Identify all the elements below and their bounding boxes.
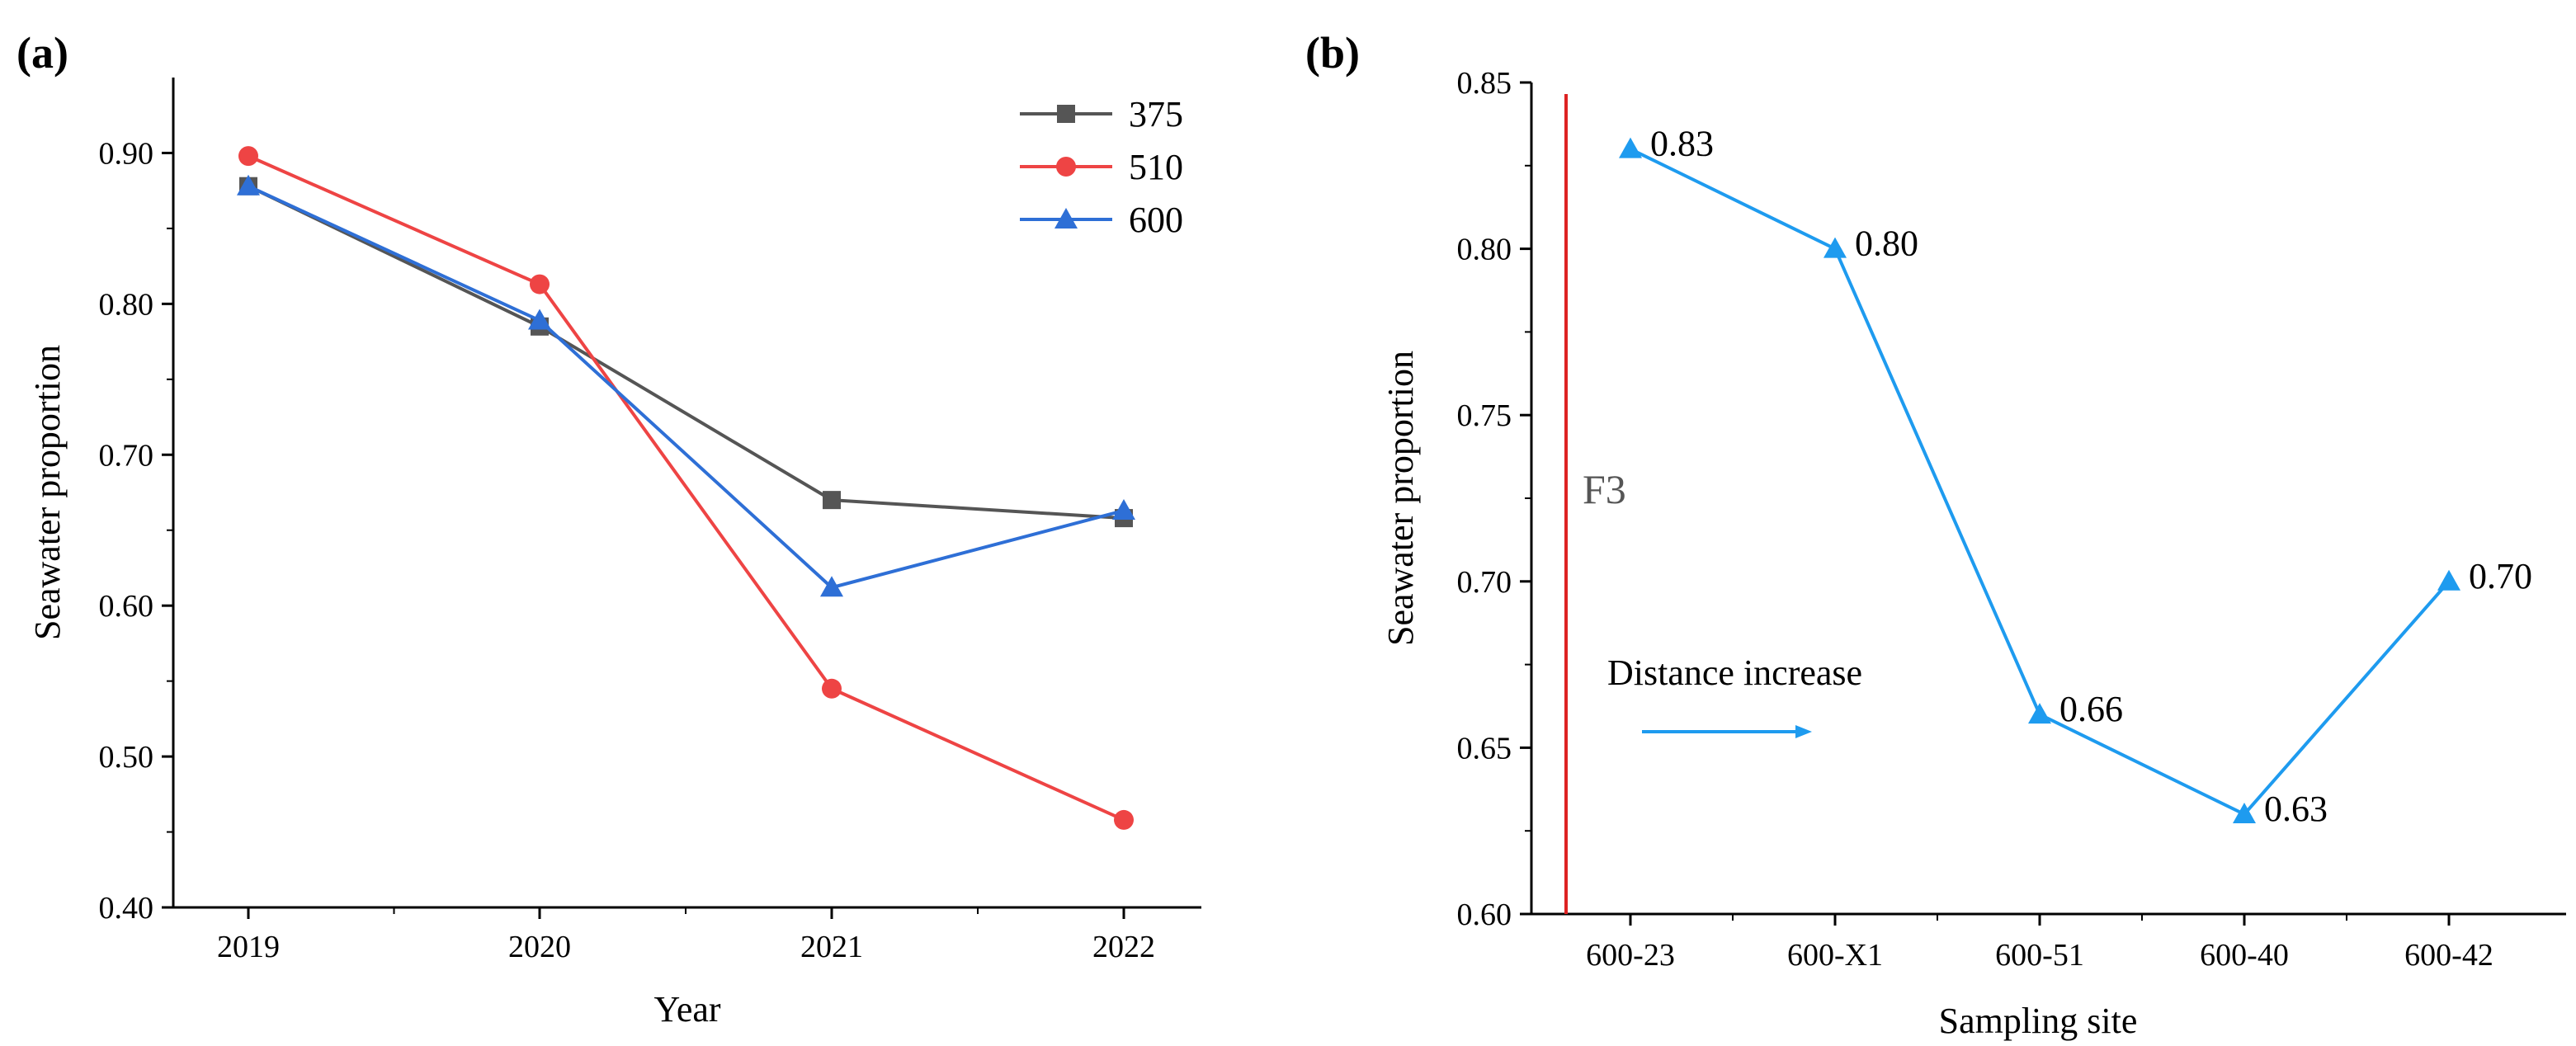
panel-a-y-tick-label: 0.70 (99, 438, 154, 473)
fault-label: F3 (1583, 466, 1626, 512)
panel-b-y-tick-label: 0.60 (1457, 898, 1512, 932)
panel-a-label: (a) (17, 28, 68, 78)
panel-a-y-ticks: 0.40 0.50 0.60 0.70 0.80 0.90 (99, 136, 173, 926)
panel-a-legend: 375 510 600 (1020, 94, 1183, 240)
panel-b-x-tick-label: 600-X1 (1787, 938, 1883, 973)
site-series-point (2437, 569, 2460, 591)
panel-b-x-tick-label: 600-23 (1586, 938, 1675, 973)
panel-a-y-tick-label: 0.60 (99, 589, 154, 624)
site-data-label: 0.83 (1650, 124, 1714, 164)
legend-375-marker (1057, 105, 1075, 123)
legend-375-label: 375 (1129, 94, 1183, 134)
site-series-point (2028, 703, 2051, 724)
site-series-point (1619, 137, 1642, 158)
distance-arrow (1642, 725, 1812, 738)
panel-a-x-tick-label: 2022 (1092, 930, 1155, 964)
panel-a-y-tick-label: 0.90 (99, 136, 154, 171)
panel-b-x-tick-label: 600-42 (2404, 938, 2493, 973)
panel-b-y-tick-label: 0.75 (1457, 398, 1512, 433)
panel-a-axes (172, 78, 1201, 909)
site-series-point (2233, 803, 2256, 824)
legend-600-marker (1054, 208, 1078, 229)
series-510-line (248, 154, 1125, 822)
panel-a-x-tick-label: 2021 (800, 930, 863, 964)
distance-arrow-head (1795, 725, 1812, 738)
panel-a-x-tick-label: 2019 (217, 930, 280, 964)
site-data-label: 0.70 (2469, 556, 2532, 596)
panel-b-y-axis-title: Seawater proportion (1380, 351, 1421, 646)
panel-b-x-tick-label: 600-51 (1995, 938, 2084, 973)
series-600-point (820, 576, 843, 597)
series-510-point (822, 678, 842, 699)
series-600-point (1112, 498, 1135, 520)
panel-b-x-tick-label: 600-40 (2200, 938, 2289, 973)
series-600-point (528, 309, 551, 330)
site-data-label: 0.66 (2059, 689, 2123, 729)
distance-increase-label: Distance increase (1607, 653, 1862, 693)
panel-a-y-tick-label: 0.50 (99, 740, 154, 775)
panel-b-x-axis-title: Sampling site (1939, 1001, 2138, 1041)
panel-b: (b) 0.60 0.65 0.70 0.75 0.80 0.85 600-23 600-X… (1305, 28, 2566, 1041)
panel-a-x-axis-title: Year (653, 989, 720, 1030)
series-510-point (238, 146, 258, 167)
series-600-point (237, 174, 260, 196)
panel-a-x-tick-label: 2020 (508, 930, 571, 964)
legend-510-label: 510 (1129, 147, 1183, 187)
series-600-line (248, 184, 1125, 590)
panel-b-y-ticks: 0.60 0.65 0.70 0.75 0.80 0.85 (1457, 66, 1531, 932)
panel-b-label: (b) (1305, 28, 1360, 78)
series-375-line (248, 184, 1125, 521)
panel-b-y-tick-label: 0.65 (1457, 731, 1512, 766)
panel-a-y-axis-title: Seawater proportion (27, 345, 68, 640)
site-data-label: 0.63 (2264, 789, 2328, 829)
legend-600-label: 600 (1129, 200, 1183, 240)
panel-a-x-ticks: 2019 2020 2021 2022 (217, 907, 1155, 964)
panel-a-y-tick-label: 0.80 (99, 287, 154, 322)
panel-b-y-tick-label: 0.70 (1457, 565, 1512, 600)
panel-b-y-tick-label: 0.85 (1457, 66, 1512, 101)
panel-b-axes (1530, 82, 2566, 916)
panel-b-x-ticks: 600-23 600-X1 600-51 600-40 600-42 (1586, 914, 2493, 973)
panel-b-series: 0.83 0.80 0.66 0.63 0.70 (1619, 124, 2532, 829)
panel-a-series (237, 146, 1135, 830)
series-510-point (1114, 809, 1134, 830)
panel-b-y-tick-label: 0.80 (1457, 233, 1512, 267)
legend-510-marker (1056, 157, 1076, 177)
series-510-point (530, 274, 550, 294)
panel-a-y-tick-label: 0.40 (99, 891, 154, 926)
panel-a: (a) 0.40 0.50 0.60 0.70 0.80 0.90 2019 2020 202… (17, 28, 1201, 1030)
series-375-point (823, 491, 841, 510)
site-series-point (1823, 237, 1847, 258)
site-data-label: 0.80 (1855, 224, 1918, 264)
